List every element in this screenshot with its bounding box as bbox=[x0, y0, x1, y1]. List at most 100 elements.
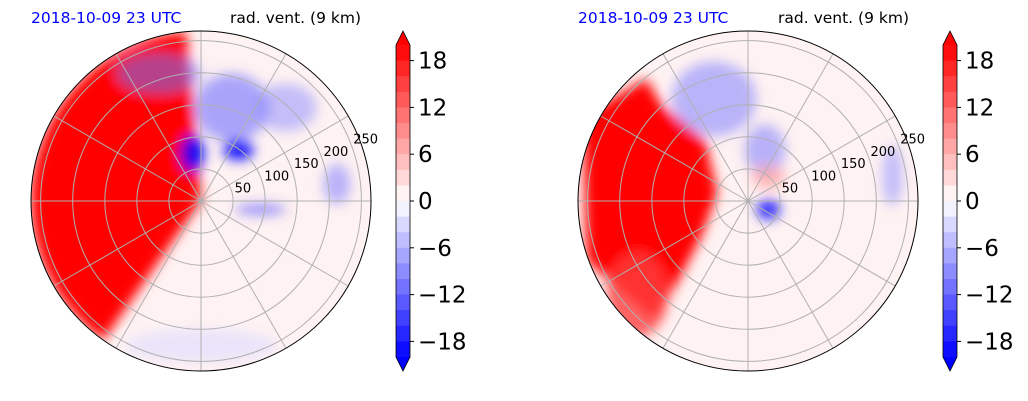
colorbar-extend-min bbox=[396, 357, 410, 371]
colorbar-tick-label: −12 bbox=[418, 283, 467, 309]
azimuth-spoke bbox=[115, 53, 202, 202]
azimuth-spoke bbox=[200, 200, 287, 349]
plot-border bbox=[577, 30, 919, 372]
field-region bbox=[756, 199, 781, 220]
range-tick-label: 100 bbox=[811, 170, 836, 185]
azimuth-spoke bbox=[53, 200, 202, 287]
colorbar-level bbox=[943, 247, 957, 264]
field-region bbox=[255, 83, 317, 132]
colorbar-level bbox=[396, 232, 410, 249]
colorbar-tick-label: −18 bbox=[418, 329, 467, 355]
field-region bbox=[180, 134, 205, 173]
colorbar-extend-min bbox=[943, 357, 957, 371]
colorbar-level bbox=[396, 341, 410, 358]
colorbar-level bbox=[396, 169, 410, 186]
colorbar-tick-label: 12 bbox=[965, 95, 994, 121]
colorbar-level bbox=[396, 154, 410, 171]
colorbar-tick-label: −12 bbox=[965, 283, 1014, 309]
colorbar-tick-label: 18 bbox=[965, 49, 994, 75]
azimuth-spoke bbox=[747, 115, 896, 202]
colorbar-level bbox=[396, 138, 410, 155]
left-polar-plot: 50 100 150 200 250 18 12 6 0 −6 −12 −18 bbox=[30, 30, 467, 372]
range-tick-label: 50 bbox=[235, 182, 252, 197]
left-panel: 50 100 150 200 250 18 12 6 0 −6 −12 −18 2018-10-09 … bbox=[0, 0, 500, 401]
range-tick-label: 150 bbox=[841, 157, 866, 172]
azimuth-spoke bbox=[115, 200, 202, 349]
azimuth-spoke bbox=[600, 115, 749, 202]
colorbar-level bbox=[396, 201, 410, 218]
colorbar-level bbox=[943, 279, 957, 296]
colorbar-extend-max bbox=[943, 31, 957, 45]
colorbar-tick-label: 18 bbox=[418, 49, 447, 75]
colorbar-level bbox=[396, 45, 410, 62]
colorbar-level bbox=[943, 169, 957, 186]
colorbar-tick-label: 12 bbox=[418, 95, 447, 121]
range-tick-label: 250 bbox=[900, 133, 925, 148]
colorbar-level bbox=[396, 263, 410, 280]
colorbar-level bbox=[943, 91, 957, 108]
field-region bbox=[583, 78, 718, 320]
azimuth-spoke bbox=[747, 200, 896, 287]
colorbar-level bbox=[943, 60, 957, 77]
right-title-label: rad. vent. (9 km) bbox=[778, 9, 909, 27]
azimuth-spoke bbox=[200, 115, 349, 202]
field-region bbox=[116, 53, 201, 94]
colorbar-tick-label: 6 bbox=[965, 142, 980, 168]
colorbar-level bbox=[396, 60, 410, 77]
colorbar-level bbox=[943, 185, 957, 202]
colorbar-outline bbox=[395, 30, 411, 372]
colorbar-level bbox=[396, 76, 410, 93]
left-date-label: 2018-10-09 23 UTC bbox=[31, 9, 182, 27]
field-region bbox=[671, 61, 757, 137]
colorbar-outline bbox=[942, 30, 958, 372]
colorbar-level bbox=[396, 185, 410, 202]
right-date-label: 2018-10-09 23 UTC bbox=[578, 9, 729, 27]
colorbar-tick-label: 6 bbox=[418, 142, 433, 168]
colorbar-level bbox=[943, 325, 957, 342]
range-tick-label: 250 bbox=[353, 133, 378, 148]
azimuth-spoke bbox=[600, 200, 749, 287]
colorbar-tick-label: −18 bbox=[965, 329, 1014, 355]
colorbar-level bbox=[396, 247, 410, 264]
field-region bbox=[323, 163, 351, 205]
right-panel: 50 100 150 200 250 18 12 6 0 −6 −12 −18 2018-10-09 … bbox=[547, 0, 1028, 401]
colorbar-level bbox=[396, 325, 410, 342]
colorbar-level bbox=[943, 107, 957, 124]
colorbar-level bbox=[943, 341, 957, 358]
colorbar-level bbox=[943, 216, 957, 233]
colorbar-level bbox=[943, 123, 957, 140]
colorbar-level bbox=[943, 232, 957, 249]
colorbar-tick-label: 0 bbox=[418, 189, 433, 215]
field-region bbox=[235, 204, 286, 215]
azimuth-spoke bbox=[747, 200, 834, 349]
colorbar-level bbox=[396, 216, 410, 233]
colorbar-level bbox=[943, 310, 957, 327]
colorbar-level bbox=[943, 45, 957, 62]
field-region bbox=[194, 73, 269, 142]
colorbar-level bbox=[396, 91, 410, 108]
colorbar-level bbox=[396, 123, 410, 140]
range-tick-label: 150 bbox=[294, 157, 319, 172]
colorbar-tick-label: −6 bbox=[418, 236, 452, 262]
left-title-label: rad. vent. (9 km) bbox=[230, 9, 361, 27]
colorbar: 18 12 6 0 −6 −12 −18 bbox=[395, 30, 467, 372]
colorbar-tick-label: 0 bbox=[965, 189, 980, 215]
colorbar-level bbox=[943, 294, 957, 311]
colorbar-level bbox=[943, 263, 957, 280]
azimuth-spoke bbox=[747, 53, 834, 202]
azimuth-spoke bbox=[200, 200, 349, 287]
azimuth-spoke bbox=[662, 200, 749, 349]
field-region bbox=[882, 144, 903, 207]
colorbar-extend-max bbox=[396, 31, 410, 45]
colorbar-level bbox=[396, 294, 410, 311]
azimuth-spoke bbox=[662, 53, 749, 202]
colorbar-level bbox=[943, 138, 957, 155]
right-polar-plot: 50 100 150 200 250 18 12 6 0 −6 −12 −18 bbox=[577, 30, 1014, 372]
plot-border bbox=[30, 30, 372, 372]
field-region bbox=[31, 31, 201, 341]
range-tick-label: 100 bbox=[264, 170, 289, 185]
colorbar-level bbox=[943, 76, 957, 93]
range-tick-label: 200 bbox=[324, 145, 349, 160]
colorbar-level bbox=[396, 107, 410, 124]
azimuth-spoke bbox=[53, 115, 202, 202]
